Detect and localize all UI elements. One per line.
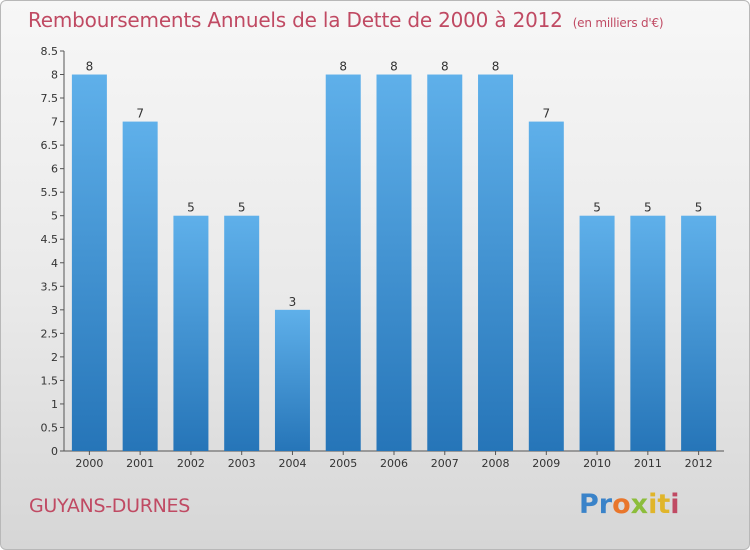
x-tick-label: 2007 (431, 457, 459, 470)
y-tick-label: 7 (51, 116, 58, 129)
bar (681, 215, 717, 451)
y-tick-label: 4 (51, 257, 58, 270)
bar (478, 74, 514, 451)
bar-value-label: 7 (542, 107, 550, 121)
x-tick-label: 2009 (532, 457, 560, 470)
bar (427, 74, 463, 451)
bar (71, 74, 107, 451)
bar-value-label: 8 (390, 60, 398, 74)
chart-title: Remboursements Annuels de la Dette de 20… (28, 8, 664, 32)
y-tick-label: 3 (51, 304, 58, 317)
bar-value-label: 8 (441, 60, 449, 74)
bar-value-label: 5 (593, 201, 601, 215)
y-tick-label: 6.5 (41, 139, 59, 152)
x-tick-label: 2000 (75, 457, 103, 470)
proxiti-logo[interactable]: Proxiti (579, 489, 680, 520)
bar (274, 309, 310, 451)
bar (122, 121, 158, 452)
commune-name: GUYANS-DURNES (29, 495, 191, 517)
bar-value-label: 5 (238, 201, 246, 215)
bar-value-label: 5 (695, 201, 703, 215)
bar-value-label: 5 (187, 201, 195, 215)
logo-part-4: it (648, 489, 671, 520)
bar-value-label: 8 (86, 60, 94, 74)
y-tick-label: 6 (51, 163, 58, 176)
x-tick-label: 2006 (380, 457, 408, 470)
title-text: Remboursements Annuels de la Dette de 20… (28, 8, 563, 32)
bars: 8 7 5 5 3 8 8 8 8 7 5 5 5 (71, 60, 717, 452)
x-tick-label: 2004 (278, 457, 306, 470)
bar (579, 215, 615, 451)
bar (173, 215, 209, 451)
bar (630, 215, 666, 451)
x-tick-label: 2003 (228, 457, 256, 470)
x-tick-label: 2012 (685, 457, 713, 470)
logo-part-1: Pr (579, 489, 613, 520)
y-tick-label: 5 (51, 210, 58, 223)
y-tick-label: 8 (51, 69, 58, 82)
unit-text: (en milliers d'€) (572, 16, 664, 30)
y-tick-label: 1.5 (41, 374, 59, 387)
y-tick-label: 5.5 (41, 186, 59, 199)
y-tick-label: 3.5 (41, 280, 59, 293)
bar (528, 121, 564, 452)
x-tick-label: 2001 (126, 457, 154, 470)
y-tick-label: 0 (51, 445, 58, 458)
bar (376, 74, 412, 451)
x-tick-label: 2011 (634, 457, 662, 470)
bar-value-label: 7 (136, 107, 144, 121)
y-tick-label: 7.5 (41, 92, 59, 105)
x-tick-label: 2002 (177, 457, 205, 470)
y-tick-label: 8.5 (41, 45, 59, 58)
logo-part-5: i (670, 489, 680, 520)
bar-value-label: 5 (644, 201, 652, 215)
bar (224, 215, 260, 451)
y-tick-label: 0.5 (41, 421, 59, 434)
logo-part-2: o (612, 489, 631, 520)
bar-value-label: 8 (492, 60, 500, 74)
x-tick-label: 2005 (329, 457, 357, 470)
x-tick-label: 2008 (482, 457, 510, 470)
bar (325, 74, 361, 451)
bar-value-label: 8 (339, 60, 347, 74)
logo-part-3: x (630, 489, 649, 520)
axes: 0 0.5 1 1.5 2 2.5 3 3.5 4 4.5 5 5.5 6 6.5 7 7.5 8 8.5 2000… (41, 45, 724, 470)
y-tick-label: 2.5 (41, 327, 59, 340)
y-tick-label: 2 (51, 351, 58, 364)
x-tick-label: 2010 (583, 457, 611, 470)
y-tick-label: 1 (51, 398, 58, 411)
y-tick-label: 4.5 (41, 233, 59, 246)
bar-value-label: 3 (289, 295, 297, 309)
